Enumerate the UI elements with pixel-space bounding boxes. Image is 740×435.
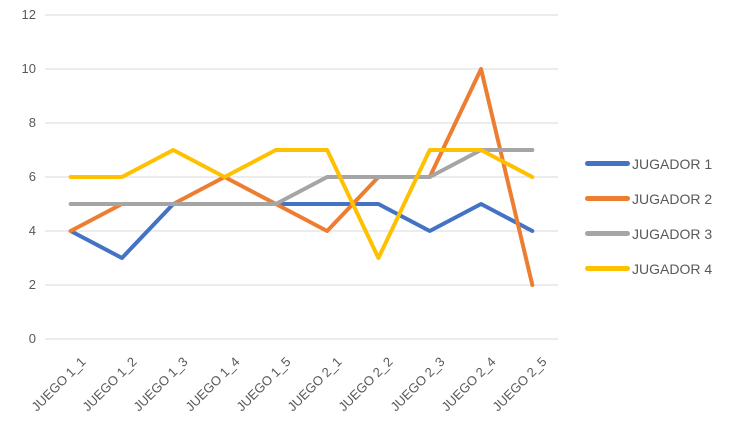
legend-item-jugador-1[interactable]: JUGADOR 1 (585, 146, 712, 181)
y-tick-label: 2 (28, 277, 36, 292)
y-tick-label: 6 (28, 169, 36, 184)
series-line-jugador-4 (68, 148, 535, 260)
legend-label: JUGADOR 2 (632, 190, 713, 207)
legend-label: JUGADOR 3 (632, 225, 713, 242)
y-tick-label: 10 (21, 61, 36, 76)
y-tick-label: 0 (28, 331, 36, 346)
y-tick-label: 12 (21, 7, 36, 22)
y-tick-label: 4 (28, 223, 36, 238)
legend-line-swatch (585, 196, 630, 201)
legend-line-swatch (585, 231, 630, 236)
series-line-jugador-1 (68, 202, 535, 260)
y-tick-label: 8 (28, 115, 36, 130)
legend-item-jugador-2[interactable]: JUGADOR 2 (585, 181, 712, 216)
legend-item-jugador-3[interactable]: JUGADOR 3 (585, 216, 712, 251)
legend-label: JUGADOR 1 (632, 155, 713, 172)
series-line-jugador-3 (68, 148, 535, 206)
legend-line-swatch (585, 161, 630, 166)
legend-label: JUGADOR 4 (632, 260, 713, 277)
legend-item-jugador-4[interactable]: JUGADOR 4 (585, 251, 712, 286)
legend-line-swatch (585, 266, 630, 271)
legend: JUGADOR 1 JUGADOR 2 JUGADOR 3 JUGADOR 4 (585, 146, 712, 286)
